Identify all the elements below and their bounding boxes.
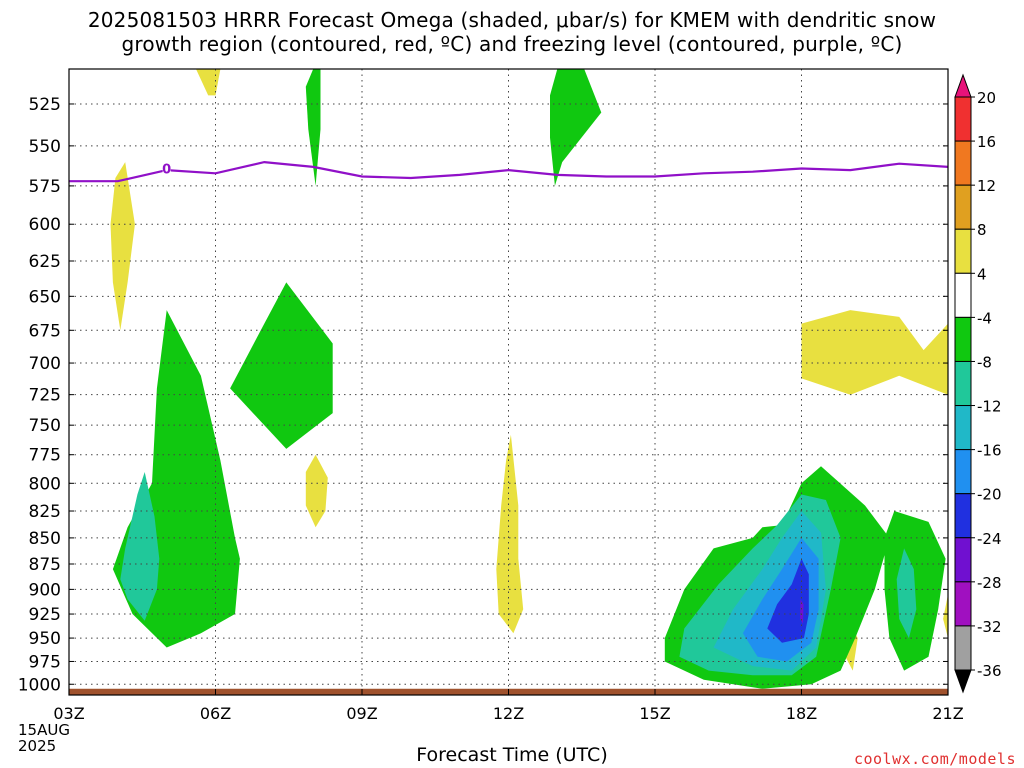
- y-tick-label: 950: [29, 629, 61, 649]
- colorbar-swatch: [954, 537, 972, 583]
- plot-area: [69, 69, 948, 695]
- y-tick-label: 750: [29, 416, 61, 436]
- omega-region-0: [196, 69, 221, 96]
- colorbar-swatch: [954, 316, 972, 362]
- x-axis-date-label: 15AUG 2025: [18, 722, 70, 754]
- x-axis-title: Forecast Time (UTC): [416, 744, 608, 766]
- colorbar-swatch: [954, 405, 972, 451]
- chart-title-line1: 2025081503 HRRR Forecast Omega (shaded, …: [87, 8, 937, 32]
- x-axis-date-year: 2025: [18, 737, 57, 755]
- colorbar-swatch: [954, 581, 972, 627]
- watermark: coolwx.com/models: [853, 750, 1016, 768]
- y-tick-label: 575: [29, 177, 61, 197]
- colorbar-label: -28: [977, 574, 1002, 592]
- colorbar-label: 4: [977, 265, 987, 283]
- freezing-level-line: [69, 160, 949, 183]
- x-tick-label: 09Z: [346, 704, 377, 723]
- chart-title-line2: growth region (contoured, red, ºC) and f…: [121, 32, 903, 56]
- colorbar-swatch: [954, 360, 972, 407]
- colorbar-swatch: [954, 140, 972, 186]
- omega-region-15: [896, 548, 917, 639]
- colorbar-top-triangle: [954, 73, 972, 98]
- colorbar-swatch: [954, 96, 972, 142]
- colorbar-swatch: [954, 449, 972, 495]
- y-tick-label: 675: [29, 321, 61, 341]
- y-tick-label: 975: [29, 652, 61, 672]
- chart-title: 2025081503 HRRR Forecast Omega (shaded, …: [0, 8, 1024, 56]
- omega-region-18: [767, 558, 809, 643]
- y-tick-label: 800: [29, 474, 61, 494]
- colorbar-label: -12: [977, 398, 1002, 416]
- colorbar-label: 8: [977, 221, 987, 239]
- y-tick-label: 900: [29, 580, 61, 600]
- omega-region-13: [120, 472, 160, 621]
- y-tick-label: 1000: [18, 675, 61, 695]
- colorbar-label: -8: [977, 353, 992, 371]
- omega-region-2: [305, 454, 328, 528]
- omega-region-3: [496, 434, 524, 634]
- colorbar-swatch: [954, 184, 972, 230]
- x-tick-label: 03Z: [53, 704, 84, 723]
- colorbar-label: -32: [977, 618, 1002, 636]
- omega-region-10: [230, 282, 333, 449]
- omega-region-8: [550, 69, 602, 186]
- omega-region-4: [801, 310, 948, 395]
- colorbar-swatch: [954, 228, 972, 274]
- y-tick-label: 550: [29, 137, 61, 157]
- omega-region-6: [943, 594, 948, 639]
- freezing-level-label-bg: [162, 161, 171, 176]
- omega-region-19: [800, 599, 804, 624]
- x-axis-date-day: 15AUG: [18, 721, 70, 739]
- x-tick-label: 18Z: [786, 704, 817, 723]
- y-tick-label: 700: [29, 354, 61, 374]
- colorbar-label: 20: [977, 89, 996, 107]
- y-tick-label: 650: [29, 287, 61, 307]
- omega-region-7: [305, 69, 321, 186]
- y-tick-label: 600: [29, 215, 61, 235]
- y-tick-label: 725: [29, 386, 61, 406]
- y-tick-label: 625: [29, 252, 61, 272]
- colorbar-label: -24: [977, 530, 1002, 548]
- x-tick-label: 21Z: [932, 704, 963, 723]
- colorbar-label: 16: [977, 133, 996, 151]
- colorbar-label: -16: [977, 442, 1002, 460]
- y-tick-label: 875: [29, 555, 61, 575]
- x-tick-label: 06Z: [200, 704, 231, 723]
- colorbar-swatch: [954, 493, 972, 539]
- y-tick-label: 525: [29, 95, 61, 115]
- freezing-level-label: 0: [162, 163, 171, 178]
- y-tick-label: 850: [29, 529, 61, 549]
- colorbar-label: -20: [977, 486, 1002, 504]
- colorbar-bottom-triangle: [954, 669, 972, 694]
- omega-region-1: [110, 162, 135, 331]
- y-tick-label: 925: [29, 605, 61, 625]
- colorbar-label: -4: [977, 309, 992, 327]
- y-tick-label: 825: [29, 502, 61, 522]
- x-tick-label: 12Z: [493, 704, 524, 723]
- y-tick-label: 775: [29, 446, 61, 466]
- colorbar-label: -36: [977, 662, 1002, 680]
- colorbar-label: 12: [977, 177, 996, 195]
- colorbar-swatch: [954, 272, 972, 318]
- x-tick-label: 15Z: [639, 704, 670, 723]
- colorbar-swatch: [954, 625, 972, 671]
